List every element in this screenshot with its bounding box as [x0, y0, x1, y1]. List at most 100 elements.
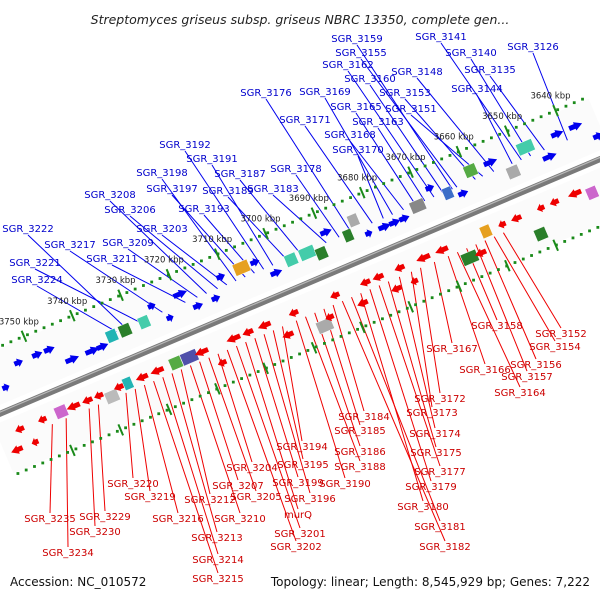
reverse-gene-arrow[interactable]: [511, 214, 523, 223]
forward-gene-arrow[interactable]: [84, 346, 99, 356]
gene-label[interactable]: SGR_3199: [272, 478, 324, 489]
gene-label[interactable]: SGR_3174: [409, 429, 461, 440]
forward-gene-arrow[interactable]: [388, 218, 401, 227]
gene-label[interactable]: SGR_3189: [202, 186, 254, 197]
gene-label[interactable]: SGR_3167: [426, 344, 478, 355]
forward-gene-arrow[interactable]: [542, 152, 557, 162]
forward-gene-arrow[interactable]: [43, 345, 55, 354]
gene-label[interactable]: SGR_3213: [191, 533, 243, 544]
gene-label[interactable]: SGR_3211: [86, 254, 138, 265]
gene-block[interactable]: [231, 258, 252, 277]
gene-label[interactable]: SGR_3126: [507, 42, 559, 53]
reverse-gene-arrow[interactable]: [150, 366, 165, 375]
gene-block[interactable]: [136, 314, 152, 331]
gene-block[interactable]: [104, 327, 120, 344]
gene-block[interactable]: [532, 225, 550, 243]
gene-label[interactable]: SGR_3214: [192, 555, 244, 566]
gene-block[interactable]: [408, 197, 428, 215]
forward-gene-arrow[interactable]: [172, 290, 188, 299]
reverse-gene-arrow[interactable]: [394, 263, 406, 272]
gene-label[interactable]: SGR_3205: [230, 492, 282, 503]
reverse-gene-arrow[interactable]: [475, 248, 488, 257]
gene-block[interactable]: [478, 223, 494, 240]
forward-gene-arrow[interactable]: [147, 302, 156, 311]
reverse-gene-arrow[interactable]: [416, 252, 431, 262]
forward-gene-arrow[interactable]: [457, 189, 469, 198]
gene-label[interactable]: SGR_3222: [2, 224, 54, 235]
gene-label[interactable]: SGR_3148: [391, 67, 443, 78]
reverse-gene-arrow[interactable]: [357, 298, 369, 308]
gene-label[interactable]: SGR_3220: [107, 479, 159, 490]
reverse-gene-arrow[interactable]: [549, 197, 560, 207]
reverse-gene-arrow[interactable]: [38, 415, 48, 424]
gene-label[interactable]: SGR_3230: [69, 527, 121, 538]
gene-block[interactable]: [345, 212, 361, 229]
forward-gene-arrow[interactable]: [568, 122, 583, 131]
gene-label[interactable]: SGR_3155: [335, 48, 387, 59]
forward-gene-arrow[interactable]: [592, 132, 600, 141]
forward-gene-arrow[interactable]: [483, 158, 498, 168]
gene-label[interactable]: SGR_3224: [11, 275, 63, 286]
reverse-gene-arrow[interactable]: [31, 437, 40, 447]
gene-label[interactable]: SGR_3157: [501, 372, 553, 383]
gene-label[interactable]: SGR_3193: [178, 204, 230, 215]
gene-label[interactable]: SGR_3191: [186, 154, 238, 165]
gene-block[interactable]: [341, 227, 356, 244]
reverse-gene-arrow[interactable]: [82, 396, 94, 405]
gene-label[interactable]: SGR_3154: [529, 342, 581, 353]
gene-label[interactable]: SGR_3202: [270, 542, 322, 553]
gene-label[interactable]: SGR_3204: [226, 463, 278, 474]
gene-label[interactable]: SGR_3210: [214, 514, 266, 525]
gene-block[interactable]: [459, 248, 481, 267]
reverse-gene-arrow[interactable]: [114, 382, 125, 391]
gene-label[interactable]: SGR_3203: [136, 224, 188, 235]
gene-label[interactable]: SGR_3187: [214, 169, 266, 180]
reverse-gene-arrow[interactable]: [391, 284, 403, 293]
gene-label[interactable]: SGR_3183: [247, 184, 299, 195]
gene-label[interactable]: SGR_3151: [385, 104, 437, 115]
forward-gene-arrow[interactable]: [95, 342, 109, 351]
gene-block[interactable]: [462, 162, 479, 179]
gene-label[interactable]: SGR_3197: [146, 184, 198, 195]
gene-label[interactable]: SGR_3188: [334, 462, 386, 473]
reverse-gene-arrow[interactable]: [94, 391, 104, 400]
gene-block[interactable]: [440, 185, 456, 201]
gene-label[interactable]: SGR_3209: [102, 238, 154, 249]
gene-label[interactable]: SGR_3198: [136, 168, 188, 179]
gene-label[interactable]: SGR_3182: [419, 542, 471, 553]
gene-label[interactable]: SGR_3180: [397, 502, 449, 513]
gene-label[interactable]: SGR_3186: [334, 447, 386, 458]
gene-label[interactable]: SGR_3175: [410, 448, 462, 459]
forward-gene-arrow[interactable]: [13, 358, 23, 367]
gene-block[interactable]: [514, 138, 536, 157]
gene-label[interactable]: SGR_3165: [330, 102, 382, 113]
reverse-gene-arrow[interactable]: [226, 333, 242, 343]
gene-label[interactable]: SGR_3196: [284, 494, 336, 505]
gene-block[interactable]: [103, 388, 122, 406]
gene-label[interactable]: SGR_3184: [338, 412, 390, 423]
gene-block[interactable]: [313, 245, 330, 262]
gene-label[interactable]: SGR_3164: [494, 388, 546, 399]
gene-label[interactable]: SGR_3185: [334, 426, 386, 437]
gene-label[interactable]: SGR_3171: [279, 115, 331, 126]
forward-gene-arrow[interactable]: [377, 222, 391, 232]
gene-label[interactable]: SGR_3229: [79, 512, 131, 523]
reverse-gene-arrow[interactable]: [360, 278, 371, 287]
gene-label[interactable]: SGR_3156: [510, 360, 562, 371]
gene-label[interactable]: SGR_3221: [9, 258, 61, 269]
forward-gene-arrow[interactable]: [210, 294, 221, 303]
gene-label[interactable]: SGR_3135: [464, 65, 516, 76]
gene-block[interactable]: [116, 322, 134, 339]
forward-gene-arrow[interactable]: [398, 214, 410, 223]
gene-label[interactable]: SGR_3207: [212, 481, 264, 492]
reverse-gene-arrow[interactable]: [15, 424, 25, 434]
gene-label[interactable]: SGR_3159: [331, 34, 383, 45]
gene-label[interactable]: SGR_3170: [332, 145, 384, 156]
gene-label[interactable]: SGR_3153: [379, 88, 431, 99]
gene-label[interactable]: SGR_3215: [192, 574, 244, 585]
gene-label[interactable]: SGR_3194: [276, 442, 328, 453]
gene-label[interactable]: SGR_3160: [344, 74, 396, 85]
reverse-gene-arrow[interactable]: [66, 401, 81, 411]
gene-block[interactable]: [52, 403, 70, 420]
